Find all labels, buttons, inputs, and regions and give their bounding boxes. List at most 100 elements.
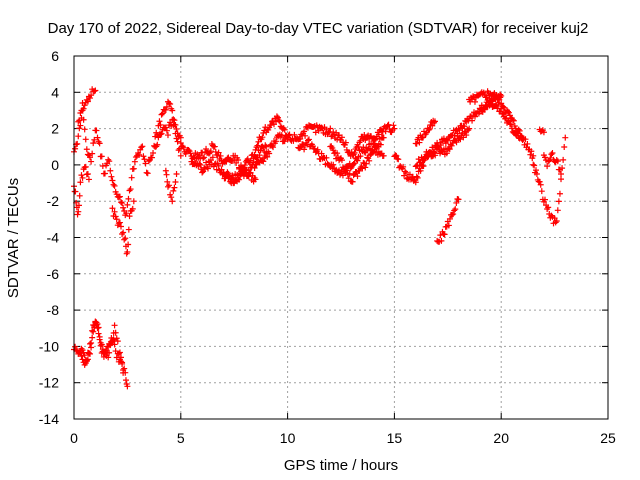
data-point bbox=[98, 341, 105, 348]
data-point bbox=[268, 121, 275, 128]
track-late-e bbox=[476, 96, 526, 142]
data-point bbox=[455, 196, 462, 203]
data-point bbox=[88, 340, 95, 347]
data-point bbox=[112, 213, 119, 220]
track-early-main bbox=[71, 107, 184, 219]
data-point bbox=[304, 137, 311, 144]
data-point bbox=[541, 154, 548, 161]
data-point bbox=[82, 163, 89, 170]
data-point bbox=[111, 182, 118, 189]
data-point bbox=[157, 121, 164, 128]
data-point bbox=[218, 166, 225, 173]
data-point bbox=[80, 105, 87, 112]
data-point bbox=[214, 160, 221, 167]
data-point bbox=[380, 134, 387, 141]
data-point bbox=[75, 202, 82, 209]
data-point bbox=[117, 199, 124, 206]
data-point bbox=[125, 195, 132, 202]
data-point bbox=[347, 165, 354, 172]
data-point bbox=[201, 164, 208, 171]
data-point bbox=[510, 117, 517, 124]
data-point bbox=[269, 142, 276, 149]
data-point bbox=[197, 161, 204, 168]
data-point bbox=[412, 179, 419, 186]
data-point bbox=[354, 157, 361, 164]
data-point bbox=[338, 157, 345, 164]
chart-title: Day 170 of 2022, Sidereal Day-to-day VTE… bbox=[48, 20, 589, 37]
data-point bbox=[72, 188, 79, 195]
data-point bbox=[98, 153, 105, 160]
data-point bbox=[168, 194, 175, 201]
data-point bbox=[518, 135, 525, 142]
data-point bbox=[77, 122, 84, 129]
data-point bbox=[377, 141, 384, 148]
data-point bbox=[109, 177, 116, 184]
data-point bbox=[350, 172, 357, 179]
data-point bbox=[254, 142, 261, 149]
data-point bbox=[272, 138, 279, 145]
data-point bbox=[170, 116, 177, 123]
data-point bbox=[212, 148, 219, 155]
data-point bbox=[173, 170, 180, 177]
track-spike-low bbox=[162, 167, 180, 205]
data-point bbox=[548, 212, 555, 219]
data-point bbox=[533, 170, 540, 177]
x-tick-label: 20 bbox=[493, 430, 509, 446]
data-point bbox=[461, 123, 468, 130]
data-point bbox=[545, 158, 552, 165]
data-point bbox=[74, 140, 81, 147]
track-late-d bbox=[466, 88, 537, 162]
data-point bbox=[72, 145, 79, 152]
data-point bbox=[452, 206, 459, 213]
data-point bbox=[143, 169, 150, 176]
data-point bbox=[109, 205, 116, 212]
data-point bbox=[87, 340, 94, 347]
data-point bbox=[89, 150, 96, 157]
data-point bbox=[302, 132, 309, 139]
data-point bbox=[509, 116, 516, 123]
data-point bbox=[318, 150, 325, 157]
data-point bbox=[209, 154, 216, 161]
data-point bbox=[142, 160, 149, 167]
data-point bbox=[177, 134, 184, 141]
data-point bbox=[357, 153, 364, 160]
data-point bbox=[122, 235, 129, 242]
data-point bbox=[215, 149, 222, 156]
track-late-b bbox=[412, 125, 473, 170]
data-point bbox=[84, 349, 91, 356]
data-point bbox=[101, 170, 108, 177]
data-point bbox=[116, 349, 123, 356]
y-tick-label: -2 bbox=[47, 193, 60, 209]
data-point bbox=[362, 164, 369, 171]
data-point bbox=[400, 163, 407, 170]
data-point bbox=[154, 132, 161, 139]
data-point bbox=[261, 148, 268, 155]
data-point bbox=[164, 183, 171, 190]
data-point bbox=[420, 163, 427, 170]
data-point bbox=[108, 173, 115, 180]
data-point bbox=[370, 149, 377, 156]
data-point bbox=[437, 232, 444, 239]
data-point bbox=[111, 322, 118, 329]
data-point bbox=[562, 134, 569, 141]
data-point bbox=[126, 213, 133, 220]
data-point bbox=[132, 154, 139, 161]
data-point bbox=[211, 143, 218, 150]
data-point bbox=[92, 87, 99, 94]
data-point bbox=[173, 126, 180, 133]
data-point bbox=[252, 146, 259, 153]
data-point bbox=[174, 138, 181, 145]
data-point bbox=[88, 158, 95, 165]
data-point bbox=[85, 176, 92, 183]
x-tick-label: 10 bbox=[280, 430, 296, 446]
data-point bbox=[196, 152, 203, 159]
data-point bbox=[471, 113, 478, 120]
data-point bbox=[380, 152, 387, 159]
data-point bbox=[350, 161, 357, 168]
data-point bbox=[115, 194, 122, 201]
data-point bbox=[537, 181, 544, 188]
data-point bbox=[76, 192, 83, 199]
data-point bbox=[72, 343, 79, 350]
data-point bbox=[156, 118, 163, 125]
y-tick-labels: -14 -12 -10 -8 -6 -4 -2 0 2 4 6 bbox=[39, 48, 59, 427]
